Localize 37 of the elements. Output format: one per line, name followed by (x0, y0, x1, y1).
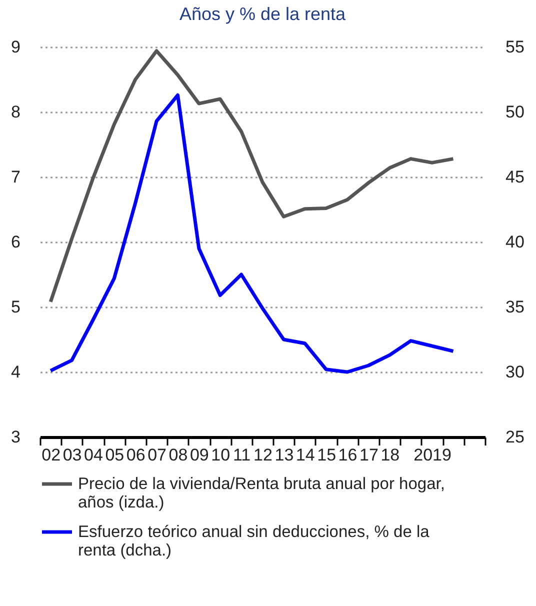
x-tick-label: 09 (190, 446, 209, 464)
x-tick-label: 2019 (414, 446, 452, 464)
x-tick-label: 15 (317, 446, 336, 464)
y-tick-label: 6 (11, 232, 20, 252)
y-tick-label: 4 (11, 362, 20, 382)
y2-tick-label: 30 (506, 362, 524, 382)
y2-tick-label: 35 (506, 298, 524, 316)
x-tick-label: 13 (274, 446, 294, 464)
y-tick-label: 8 (11, 102, 20, 122)
line-series (48, 49, 455, 304)
legend-label: Esfuerzo teórico anual sin deducciones, % de la renta (dcha.) (78, 523, 430, 560)
y2-tick-label: 45 (506, 168, 524, 186)
x-tick-label: 12 (254, 446, 272, 464)
legend-label: Precio de la vivienda/Renta bruta anual por hogar, años (izda.) (78, 475, 445, 512)
x-tick-label: 17 (359, 446, 378, 464)
y-tick-label: 3 (11, 428, 20, 446)
y2-tick-label: 55 (506, 38, 524, 56)
chart-title: Años y % de la renta (179, 4, 347, 24)
x-tick-label: 18 (380, 446, 400, 464)
y-tick-label: 7 (11, 168, 20, 186)
x-tick-label: 05 (105, 446, 124, 464)
y-tick-label: 9 (11, 38, 20, 56)
x-tick-label: 16 (338, 446, 358, 464)
line-series (48, 93, 455, 374)
x-tick-label: 06 (126, 446, 146, 464)
x-tick-label: 10 (211, 446, 230, 464)
x-tick-label: 14 (296, 446, 315, 464)
x-tick-label: 03 (62, 446, 82, 464)
x-tick-label: 07 (148, 446, 167, 464)
x-tick-label: 08 (168, 446, 188, 464)
y2-tick-label: 40 (506, 232, 524, 252)
y-tick-label: 5 (11, 298, 20, 316)
x-tick-label: 11 (232, 446, 251, 464)
x-tick-label: 02 (42, 446, 61, 464)
x-tick-label: 04 (84, 446, 103, 464)
y2-tick-label: 25 (506, 428, 524, 446)
y2-tick-label: 50 (506, 102, 524, 122)
